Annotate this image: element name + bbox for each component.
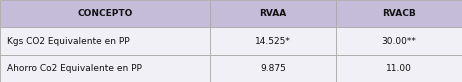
- Text: 11.00: 11.00: [386, 64, 412, 73]
- Bar: [210, 55, 336, 82]
- Text: Kgs CO2 Equivalente en PP: Kgs CO2 Equivalente en PP: [7, 36, 129, 46]
- Bar: [0, 55, 210, 82]
- Bar: [210, 0, 336, 27]
- Bar: [336, 27, 462, 55]
- Bar: [0, 0, 210, 27]
- Bar: [210, 27, 336, 55]
- Bar: [336, 55, 462, 82]
- Text: RVAA: RVAA: [260, 9, 286, 18]
- Text: 14.525*: 14.525*: [255, 36, 291, 46]
- Text: CONCEPTO: CONCEPTO: [78, 9, 133, 18]
- Bar: [336, 0, 462, 27]
- Text: RVACB: RVACB: [382, 9, 416, 18]
- Text: 9.875: 9.875: [260, 64, 286, 73]
- Bar: [0, 27, 210, 55]
- Text: 30.00**: 30.00**: [382, 36, 416, 46]
- Text: Ahorro Co2 Equivalente en PP: Ahorro Co2 Equivalente en PP: [7, 64, 142, 73]
